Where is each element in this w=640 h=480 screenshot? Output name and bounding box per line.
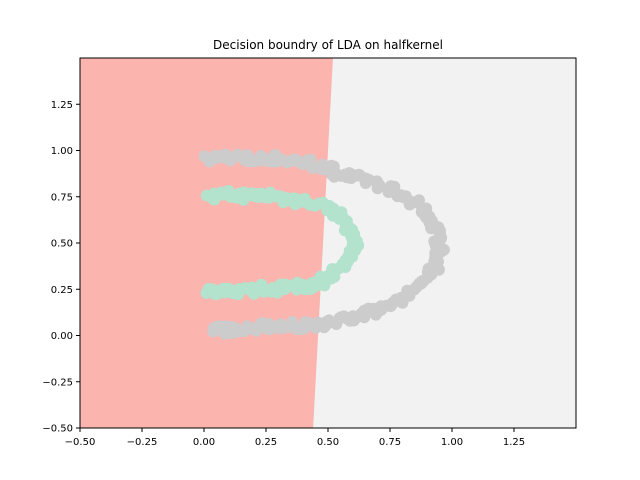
scatter-point	[410, 280, 423, 293]
decision-region-left	[80, 58, 333, 428]
x-tick-label: −0.50	[65, 437, 96, 448]
scatter-point	[283, 320, 296, 333]
y-tick-label: 0.75	[51, 192, 73, 203]
scatter-point	[316, 158, 329, 171]
chart-title: Decision boundry of LDA on halfkernel	[213, 38, 443, 52]
x-tick-label: 0.25	[255, 437, 277, 448]
scatter-point	[266, 282, 279, 294]
plot-area	[80, 58, 576, 428]
y-axis: −0.50 −0.25 0.00 0.25 0.50 0.75 1.00 1.25	[42, 100, 80, 435]
y-tick-label: 1.25	[51, 100, 73, 111]
x-axis: −0.50 −0.25 0.00 0.25 0.50 0.75 1.00 1.25	[65, 428, 525, 448]
y-tick-label: 1.00	[51, 146, 73, 157]
x-tick-label: 0.75	[379, 437, 401, 448]
x-tick-label: 0.00	[193, 437, 215, 448]
scatter-point	[306, 161, 319, 174]
y-tick-label: −0.50	[42, 424, 73, 435]
y-tick-label: 0.00	[51, 331, 73, 342]
y-tick-label: 0.25	[51, 285, 73, 296]
y-tick-label: 0.50	[51, 239, 73, 250]
x-tick-label: 1.00	[441, 437, 463, 448]
x-tick-label: 0.50	[317, 437, 339, 448]
x-tick-label: −0.25	[127, 437, 158, 448]
scatter-point	[373, 179, 386, 192]
scatter-point	[200, 287, 213, 299]
scatter-point	[207, 322, 220, 335]
x-tick-label: 1.25	[503, 437, 525, 448]
scatter-point	[227, 151, 239, 164]
scatter-points	[198, 148, 450, 340]
y-tick-label: −0.25	[42, 377, 73, 388]
